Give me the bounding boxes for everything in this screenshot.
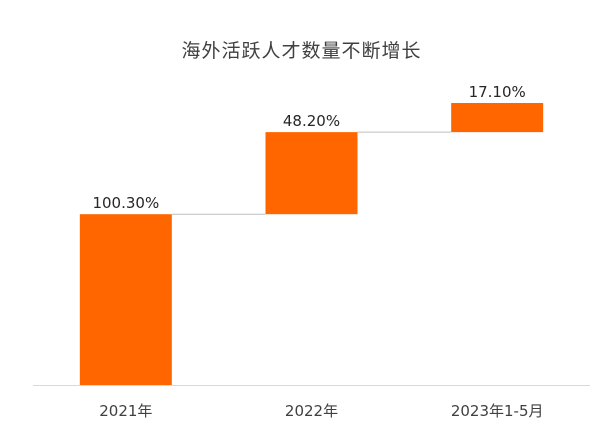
data-label-3: 17.10%: [469, 83, 526, 101]
bar-2: [265, 132, 358, 215]
x-tick-label-3: 2023年1-5月: [451, 402, 544, 420]
x-tick-label-2: 2022年: [285, 402, 338, 420]
bar-3: [451, 103, 544, 133]
x-tick-label-1: 2021年: [99, 402, 152, 420]
chart-title: 海外活跃人才数量不断增长: [181, 40, 422, 62]
data-label-1: 100.30%: [92, 194, 159, 212]
data-label-2: 48.20%: [283, 112, 340, 130]
bar-1: [79, 214, 172, 385]
